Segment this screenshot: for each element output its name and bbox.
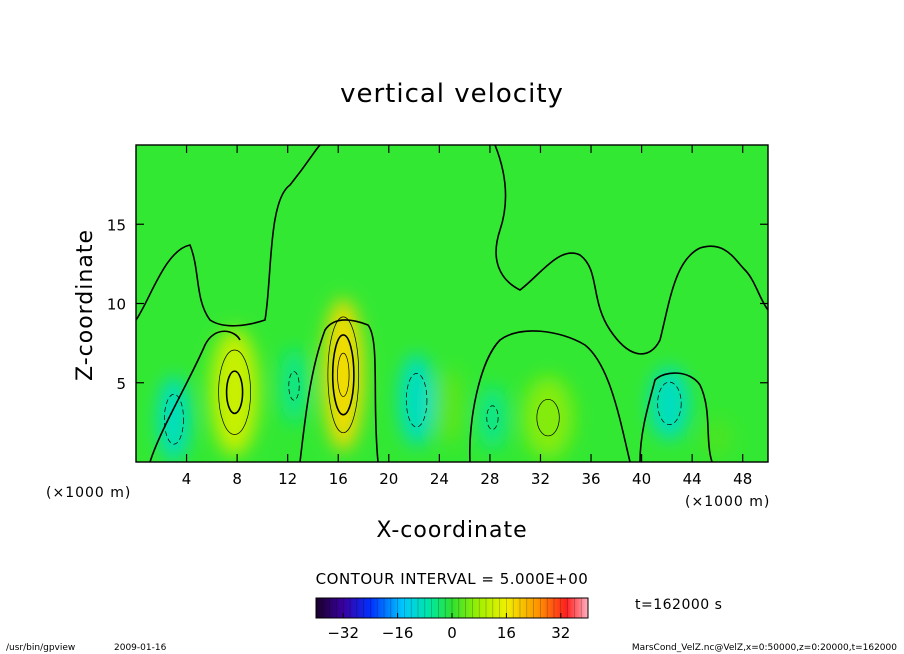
colorbar-ticks: −32 −16 0 16 32: [327, 613, 570, 642]
contour-ring-3-1: [327, 316, 360, 434]
contour-ring-1-2: [225, 370, 244, 415]
field-cell-3: [323, 298, 364, 451]
x-tick-label-16: 16: [329, 470, 348, 488]
y-axis-label: Z-coordinate: [73, 229, 98, 381]
footer-date: 2009-01-16: [114, 643, 167, 653]
contour-ring-1-1: [218, 349, 251, 435]
field-cell-1: [210, 328, 259, 456]
x-tick-label-48: 48: [733, 470, 752, 488]
time-label: t=162000 s: [635, 597, 722, 613]
field-cell-2: [280, 347, 308, 424]
field-cell-6: [477, 385, 508, 450]
x-tick-label-28: 28: [480, 470, 499, 488]
colorbar-tick-label--32: −32: [327, 624, 359, 642]
y-tick-label-15: 15: [107, 216, 126, 234]
contour-ring-7-1: [536, 398, 560, 437]
x-tick-label-36: 36: [581, 470, 600, 488]
field-cell-9: [702, 419, 733, 458]
x-tick-label-32: 32: [531, 470, 550, 488]
contour-ring-3-2: [331, 334, 355, 416]
contour-lines: [163, 316, 682, 445]
x-unit-right: (×1000 m): [685, 494, 770, 510]
x-axis-ticks: 4 8 12 16 20 24 28 32 36 40 44 48: [182, 145, 752, 488]
field-cell-7: [522, 376, 574, 459]
x-tick-label-20: 20: [379, 470, 398, 488]
x-tick-label-40: 40: [632, 470, 651, 488]
footer-program: /usr/bin/gpview: [6, 643, 75, 653]
colorbar-bands: [315, 598, 589, 618]
field-cell-5: [434, 368, 465, 445]
zero-contour: [136, 145, 768, 355]
contour-ring-8-1: [657, 381, 682, 425]
field-cell-0: [157, 376, 191, 462]
x-tick-label-4: 4: [182, 470, 192, 488]
x-unit-left: (×1000 m): [46, 485, 131, 501]
x-tick-label-44: 44: [683, 470, 702, 488]
x-tick-label-8: 8: [232, 470, 242, 488]
field-cell-8: [649, 366, 690, 440]
y-tick-label-5: 5: [116, 375, 126, 393]
y-tick-label-10: 10: [107, 296, 126, 314]
contour-ring-3-3: [337, 352, 350, 397]
field-cell-4: [398, 354, 435, 447]
contour-interval: CONTOUR INTERVAL = 5.000E+00: [316, 570, 589, 588]
plot-area: [136, 145, 768, 462]
y-axis-ticks: 5 10 15: [107, 216, 768, 393]
x-tick-label-12: 12: [278, 470, 297, 488]
x-axis-label: X-coordinate: [376, 518, 527, 543]
colorbar-tick-label-0: 0: [447, 624, 457, 642]
velocity-field: [157, 298, 733, 462]
contour-ring-6-1: [486, 405, 499, 430]
x-tick-label-24: 24: [430, 470, 449, 488]
zero-contour-lower: [149, 319, 713, 462]
colorbar-tick-label-32: 32: [551, 624, 570, 642]
colorbar-tick-label-16: 16: [497, 624, 516, 642]
contour-ring-2-1: [288, 371, 300, 401]
footer-source: MarsCond_VelZ.nc@VelZ,x=0:50000,z=0:2000…: [632, 643, 897, 653]
contour-ring-0-1: [163, 393, 184, 445]
chart-title: vertical velocity: [340, 79, 564, 109]
contour-ring-4-1: [405, 373, 428, 428]
colorbar-tick-label--16: −16: [382, 624, 414, 642]
